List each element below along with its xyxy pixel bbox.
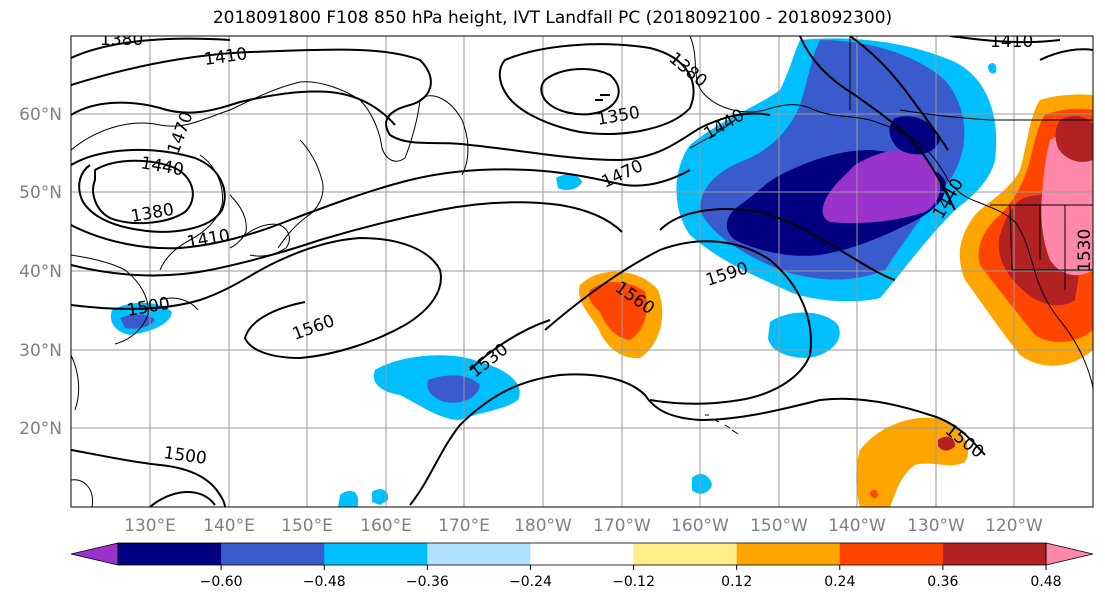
lon-label: 170°W (593, 516, 651, 536)
colorbar-segment (530, 543, 635, 565)
lon-label: 120°W (985, 516, 1043, 536)
colorbar-tick-label: −0.60 (200, 574, 243, 590)
colorbar-tick-label: 0.12 (721, 574, 752, 590)
colorbar-segment (736, 543, 841, 565)
colorbar-tick-label: −0.12 (612, 574, 655, 590)
contour-label: 1380 (100, 30, 143, 50)
lon-label: 160°E (360, 516, 412, 536)
colorbar-tick-label: 0.48 (1030, 574, 1061, 590)
lon-label: 180°W (514, 516, 572, 536)
height-contours (71, 36, 1093, 507)
lat-label: 50°N (19, 183, 62, 203)
map-title: 2018091800 F108 850 hPa height, IVT Land… (212, 8, 893, 28)
colorbar-segment (633, 543, 738, 565)
lon-label: 130°E (124, 516, 176, 536)
longitude-labels: 130°E 140°E 150°E 160°E 170°E 180°W 170°… (124, 516, 1043, 536)
colorbar-segment (118, 543, 222, 565)
map-border (70, 35, 1094, 508)
colorbar-segments (118, 543, 1047, 565)
lat-label: 30°N (19, 341, 62, 361)
lon-label: 160°W (671, 516, 729, 536)
contour-label: 1410 (990, 32, 1033, 52)
colorbar-segment (324, 543, 428, 565)
colorbar-tick-label: 0.24 (824, 574, 855, 590)
colorbar-segment (942, 543, 1047, 565)
colorbar-segment (221, 543, 325, 565)
colorbar-tick-label: −0.24 (509, 574, 552, 590)
lon-label: 150°E (281, 516, 333, 536)
colorbar-tick-label: −0.36 (406, 574, 449, 590)
colorbar-extend-max (1045, 542, 1094, 566)
colorbar-outline (117, 542, 1047, 566)
contour-label: 1530 (1075, 229, 1095, 272)
lon-label: 140°E (203, 516, 255, 536)
colorbar-tick-label: 0.36 (927, 574, 958, 590)
lat-label: 40°N (19, 262, 62, 282)
lat-label: 60°N (19, 105, 62, 125)
colorbar: −0.60 −0.48 −0.36 −0.24 −0.12 0.12 0.24 0.36 0.4… (70, 542, 1094, 590)
lon-label: 140°W (828, 516, 886, 536)
lon-label: 130°W (907, 516, 965, 536)
map-panel: 1380 1410 1380 1350 1440 1470 1440 1380 … (71, 30, 1095, 507)
coastlines (71, 36, 1093, 507)
lat-label: 20°N (19, 419, 62, 439)
colorbar-segment (427, 543, 531, 565)
colorbar-ticks: −0.60 −0.48 −0.36 −0.24 −0.12 0.12 0.24 0.36 0.4… (200, 565, 1062, 590)
colorbar-segment (839, 543, 944, 565)
lon-label: 150°W (750, 516, 808, 536)
colorbar-extend-min (70, 542, 119, 566)
colorbar-tick-label: −0.48 (303, 574, 346, 590)
lon-label: 170°E (438, 516, 490, 536)
latitude-labels: 60°N 50°N 40°N 30°N 20°N (19, 105, 62, 439)
